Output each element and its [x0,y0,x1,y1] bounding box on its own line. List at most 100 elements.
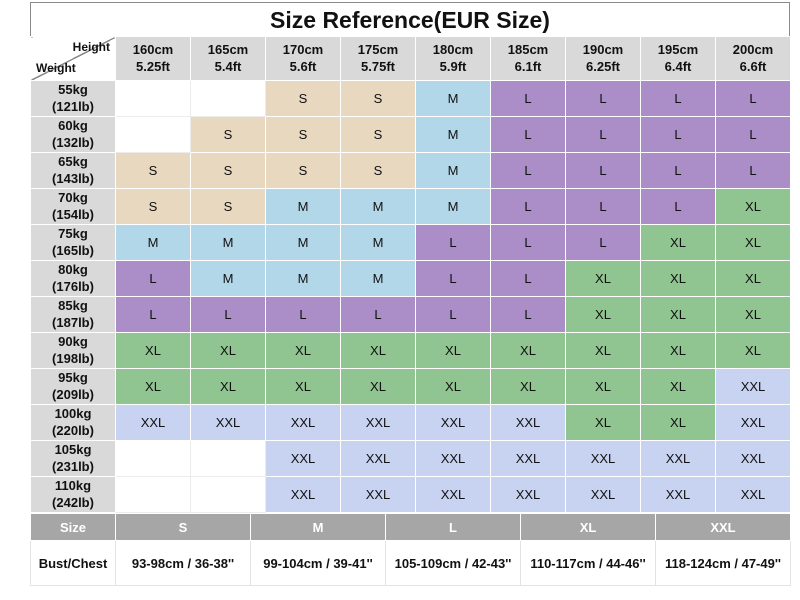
size-name-cell: XL [520,513,656,541]
corner-height-label: Height [72,40,110,54]
size-cell: L [415,296,491,333]
weight-row: 65kg (143lb) S S S S M L L L L [30,152,791,189]
bust-range-cell: 105-109cm / 42-43'' [385,540,521,586]
weight-row: 105kg (231lb) XXL XXL XXL XXL XXL XXL XXL [30,440,791,477]
height-header-cell: 180cm 5.9ft [415,36,491,81]
weight-row: 70kg (154lb) S S M M M L L L XL [30,188,791,225]
size-cell: XXL [715,404,791,441]
size-cell: XXL [565,476,641,513]
size-chart-sheet: Size Reference(EUR Size) Height Weight 160… [30,0,791,586]
size-cell: XL [640,332,716,369]
height-header-row: Height Weight 160cm 5.25ft 165cm 5.4ft 170cm 5.… [30,36,791,81]
bust-range-cell: 118-124cm / 47-49'' [655,540,791,586]
size-cell: S [340,152,416,189]
weight-header-cell: 70kg (154lb) [30,188,116,225]
size-cell: S [190,152,266,189]
bust-chest-row: Bust/Chest 93-98cm / 36-38'' 99-104cm / 39… [30,540,791,586]
weight-header-cell: 100kg (220lb) [30,404,116,441]
height-header-cell: 195cm 6.4ft [640,36,716,81]
size-cell: L [640,152,716,189]
weight-header-cell: 105kg (231lb) [30,440,116,477]
bust-chest-label: Bust/Chest [30,540,116,586]
bust-range-cell: 99-104cm / 39-41'' [250,540,386,586]
size-cell: S [340,80,416,117]
weight-header-cell: 95kg (209lb) [30,368,116,405]
size-grid-table: Height Weight 160cm 5.25ft 165cm 5.4ft 170cm 5.… [30,36,791,513]
size-cell: XL [715,332,791,369]
size-cell: XL [565,260,641,297]
size-cell: XL [340,332,416,369]
size-cell: XXL [415,476,491,513]
size-cell: S [265,116,341,153]
size-cell: M [265,188,341,225]
size-cell: XXL [640,440,716,477]
size-cell: XXL [340,476,416,513]
size-cell: L [565,152,641,189]
size-cell: L [715,116,791,153]
size-cell: L [640,188,716,225]
size-cell: XXL [490,404,566,441]
corner-weight-label: Weight [36,61,76,76]
size-cell: L [190,296,266,333]
size-name-cell: M [250,513,386,541]
size-cell: XL [715,188,791,225]
size-summary-row: Size S M L XL XXL [30,513,791,541]
size-name-cell: L [385,513,521,541]
size-cell-empty [190,476,266,513]
size-cell: M [415,116,491,153]
size-cell: XXL [490,440,566,477]
size-cell: L [415,260,491,297]
size-cell: L [115,296,191,333]
weight-row: 100kg (220lb) XXL XXL XXL XXL XXL XXL XL XL XXL [30,404,791,441]
size-cell: XXL [715,368,791,405]
weight-header-cell: 90kg (198lb) [30,332,116,369]
size-cell: XL [640,260,716,297]
size-cell: XL [490,332,566,369]
size-cell: L [565,80,641,117]
size-cell: M [190,224,266,261]
size-cell: XXL [715,476,791,513]
size-cell: L [490,296,566,333]
size-cell: XL [640,296,716,333]
size-cell-empty [115,116,191,153]
size-cell: L [265,296,341,333]
weight-header-cell: 65kg (143lb) [30,152,116,189]
corner-cell: Height Weight [30,36,116,81]
size-cell-empty [115,476,191,513]
size-cell-empty [115,440,191,477]
page-title: Size Reference(EUR Size) [30,2,790,36]
weight-header-cell: 75kg (165lb) [30,224,116,261]
weight-row: 110kg (242lb) XXL XXL XXL XXL XXL XXL XXL [30,476,791,513]
size-cell: XL [190,332,266,369]
weight-row: 90kg (198lb) XL XL XL XL XL XL XL XL XL [30,332,791,369]
size-cell: XXL [265,440,341,477]
weight-header-cell: 110kg (242lb) [30,476,116,513]
weight-header-cell: 85kg (187lb) [30,296,116,333]
weight-header-cell: 80kg (176lb) [30,260,116,297]
size-cell: S [190,188,266,225]
size-cell: M [415,152,491,189]
size-cell: XXL [715,440,791,477]
size-cell: L [340,296,416,333]
size-cell: M [265,224,341,261]
height-header-cell: 160cm 5.25ft [115,36,191,81]
size-cell: XXL [640,476,716,513]
size-cell: S [115,152,191,189]
size-cell-empty [190,440,266,477]
size-cell: L [490,116,566,153]
size-cell: M [265,260,341,297]
size-cell: S [340,116,416,153]
size-cell: M [340,188,416,225]
size-cell: M [415,80,491,117]
weight-row: 75kg (165lb) M M M M L L L XL XL [30,224,791,261]
size-cell: XXL [190,404,266,441]
weight-row: 95kg (209lb) XL XL XL XL XL XL XL XL XXL [30,368,791,405]
size-cell: XL [265,332,341,369]
size-cell: L [715,80,791,117]
size-cell: S [265,80,341,117]
size-cell: L [115,260,191,297]
size-cell: XXL [415,404,491,441]
size-cell: XXL [490,476,566,513]
size-cell: XL [565,296,641,333]
size-cell: XXL [340,404,416,441]
